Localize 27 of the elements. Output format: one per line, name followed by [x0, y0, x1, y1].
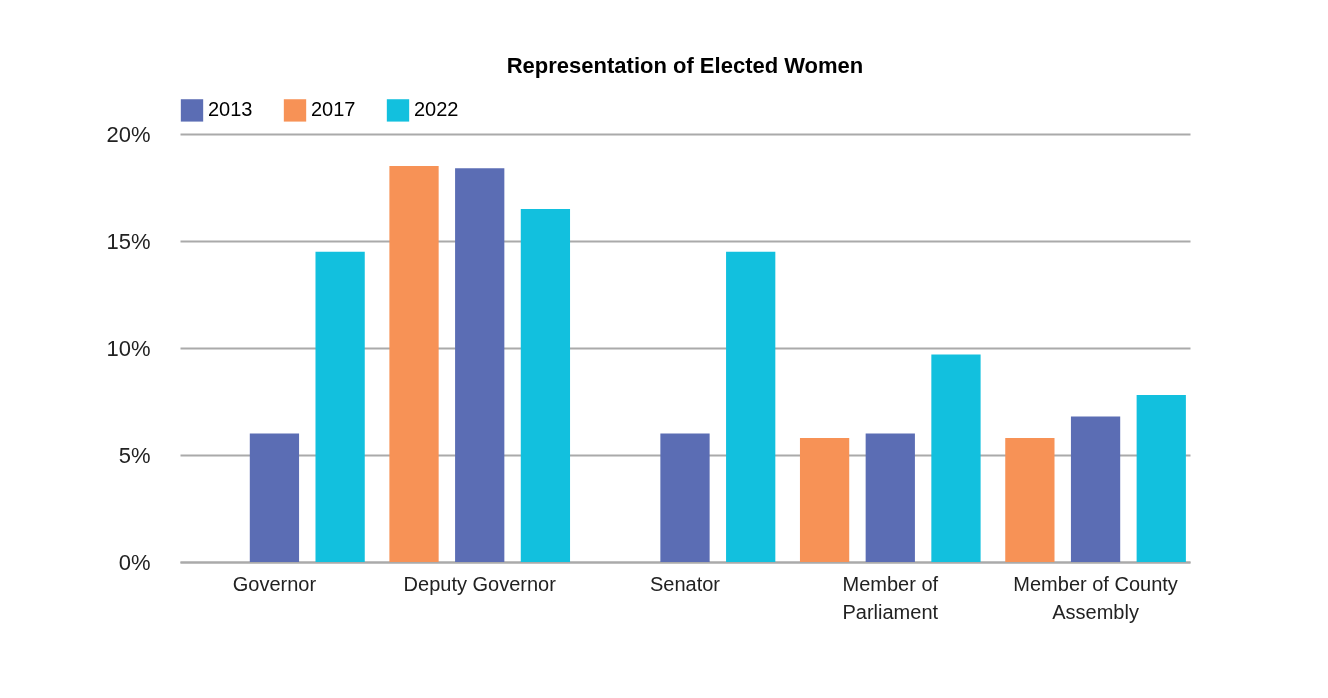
legend-label: 2022 — [414, 98, 459, 121]
bar — [455, 168, 505, 562]
x-tick-label: Deputy Governor — [403, 572, 557, 595]
bar — [315, 251, 365, 562]
bar — [660, 433, 710, 562]
x-tick-label: Governor — [232, 572, 317, 595]
bar — [799, 437, 850, 562]
y-tick-label: 0% — [118, 549, 151, 575]
bar — [931, 354, 981, 562]
x-tick-label: Member of Parliament — [842, 572, 939, 623]
y-tick-label: 10% — [106, 335, 151, 361]
chart-title: Representation of Elected Women — [506, 53, 864, 78]
bar — [520, 208, 571, 562]
y-tick-label: 15% — [106, 228, 151, 254]
bar — [1136, 395, 1186, 562]
bar — [726, 251, 776, 562]
y-tick-label: 5% — [118, 442, 151, 468]
bar — [249, 433, 300, 562]
y-tick-label: 20% — [106, 121, 151, 147]
bar — [865, 433, 915, 562]
legend-label: 2013 — [208, 98, 253, 121]
x-tick-label: Member of County Assembly — [1013, 572, 1178, 623]
bar — [1005, 437, 1055, 562]
bar — [389, 166, 439, 562]
bar — [1070, 416, 1121, 562]
x-tick-label: Senator — [649, 572, 721, 595]
legend-label: 2017 — [311, 98, 356, 121]
